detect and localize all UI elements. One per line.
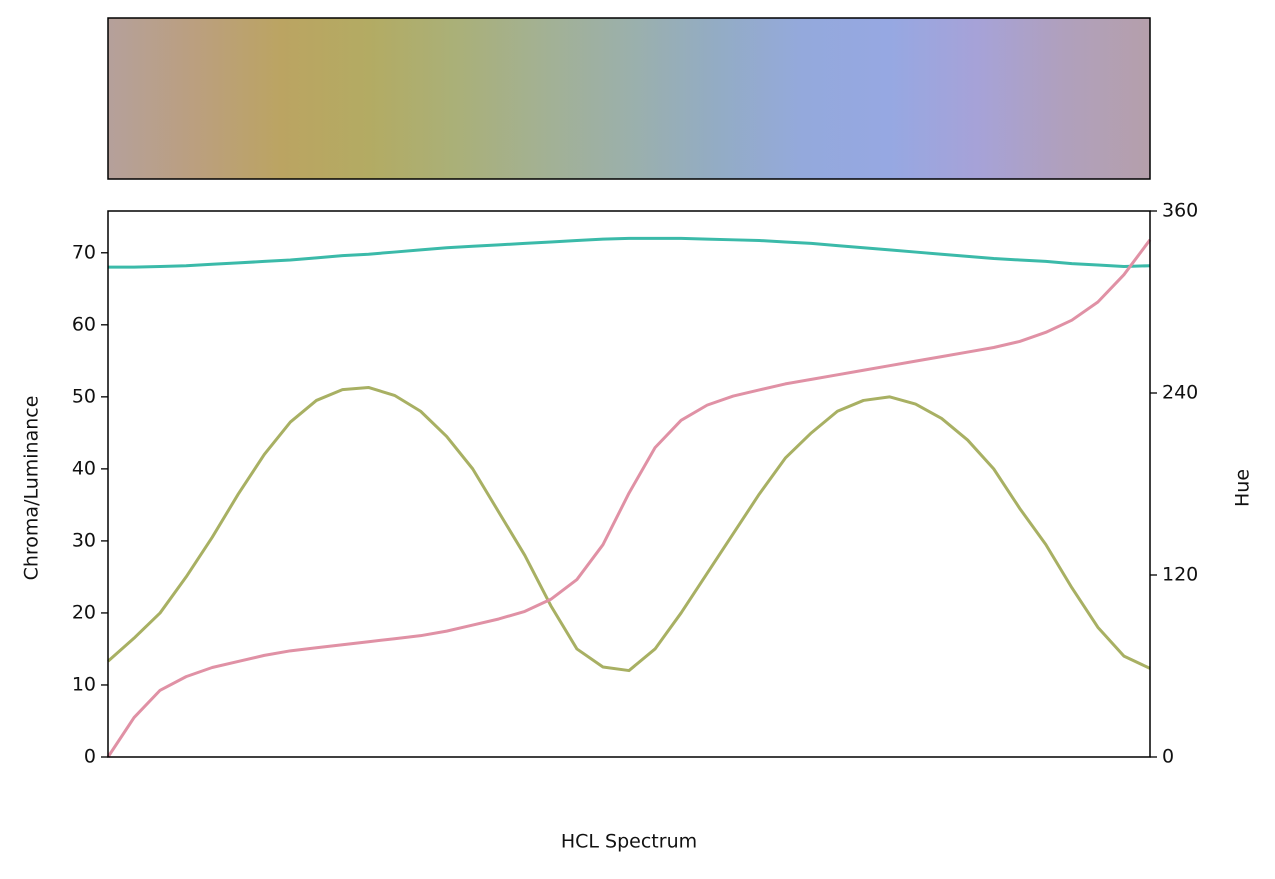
y-axis-label: Chroma/Luminance — [21, 396, 43, 581]
y-tick-label: 40 — [72, 457, 96, 479]
y2-axis-label: Hue — [1232, 469, 1254, 507]
y-tick-label: 30 — [72, 529, 96, 551]
y-tick-label: 20 — [72, 601, 96, 623]
y2-tick-label: 240 — [1162, 382, 1198, 404]
series-line — [108, 236, 1151, 269]
x-axis-label: HCL Spectrum — [561, 831, 697, 853]
y-tick-label: 0 — [84, 746, 96, 768]
spectrum-strip — [107, 17, 1151, 180]
y-tick-label: 60 — [72, 313, 96, 335]
series-line — [107, 385, 1151, 673]
y2-tick-label: 0 — [1162, 746, 1174, 768]
y-tick-label: 70 — [72, 241, 96, 263]
y-tick-label: 50 — [72, 385, 96, 407]
y2-tick-label: 120 — [1162, 564, 1198, 586]
y-tick-label: 10 — [72, 673, 96, 695]
plot-frame — [107, 210, 1151, 758]
series-line — [106, 238, 1152, 758]
y2-tick-label: 360 — [1162, 200, 1198, 222]
